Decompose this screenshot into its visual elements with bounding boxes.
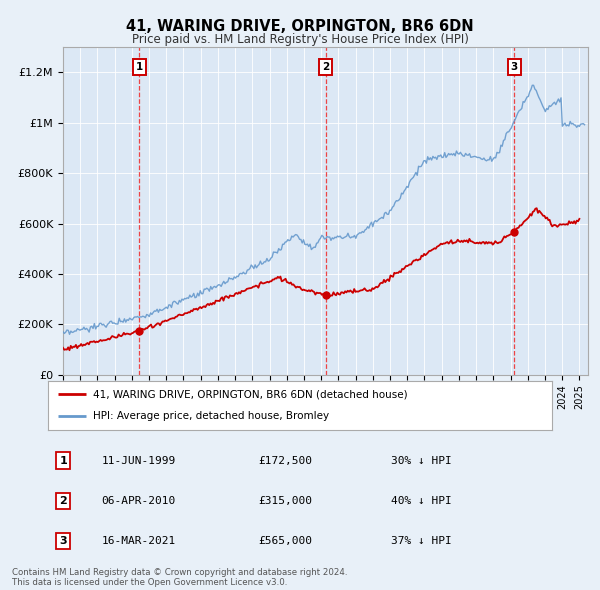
- Text: 06-APR-2010: 06-APR-2010: [101, 496, 176, 506]
- Text: 30% ↓ HPI: 30% ↓ HPI: [391, 456, 451, 466]
- Text: 2: 2: [322, 63, 329, 73]
- Text: 3: 3: [59, 536, 67, 546]
- Text: 37% ↓ HPI: 37% ↓ HPI: [391, 536, 451, 546]
- Text: 40% ↓ HPI: 40% ↓ HPI: [391, 496, 451, 506]
- Text: £565,000: £565,000: [258, 536, 312, 546]
- Text: 1: 1: [136, 63, 143, 73]
- Text: 41, WARING DRIVE, ORPINGTON, BR6 6DN: 41, WARING DRIVE, ORPINGTON, BR6 6DN: [126, 19, 474, 34]
- Text: 2: 2: [59, 496, 67, 506]
- Text: HPI: Average price, detached house, Bromley: HPI: Average price, detached house, Brom…: [94, 411, 329, 421]
- Text: 1: 1: [59, 456, 67, 466]
- Text: Price paid vs. HM Land Registry's House Price Index (HPI): Price paid vs. HM Land Registry's House …: [131, 33, 469, 46]
- Text: £172,500: £172,500: [258, 456, 312, 466]
- Text: 3: 3: [511, 63, 518, 73]
- Text: 41, WARING DRIVE, ORPINGTON, BR6 6DN (detached house): 41, WARING DRIVE, ORPINGTON, BR6 6DN (de…: [94, 389, 408, 399]
- Text: £315,000: £315,000: [258, 496, 312, 506]
- Text: 11-JUN-1999: 11-JUN-1999: [101, 456, 176, 466]
- Text: Contains HM Land Registry data © Crown copyright and database right 2024.
This d: Contains HM Land Registry data © Crown c…: [12, 568, 347, 587]
- Text: 16-MAR-2021: 16-MAR-2021: [101, 536, 176, 546]
